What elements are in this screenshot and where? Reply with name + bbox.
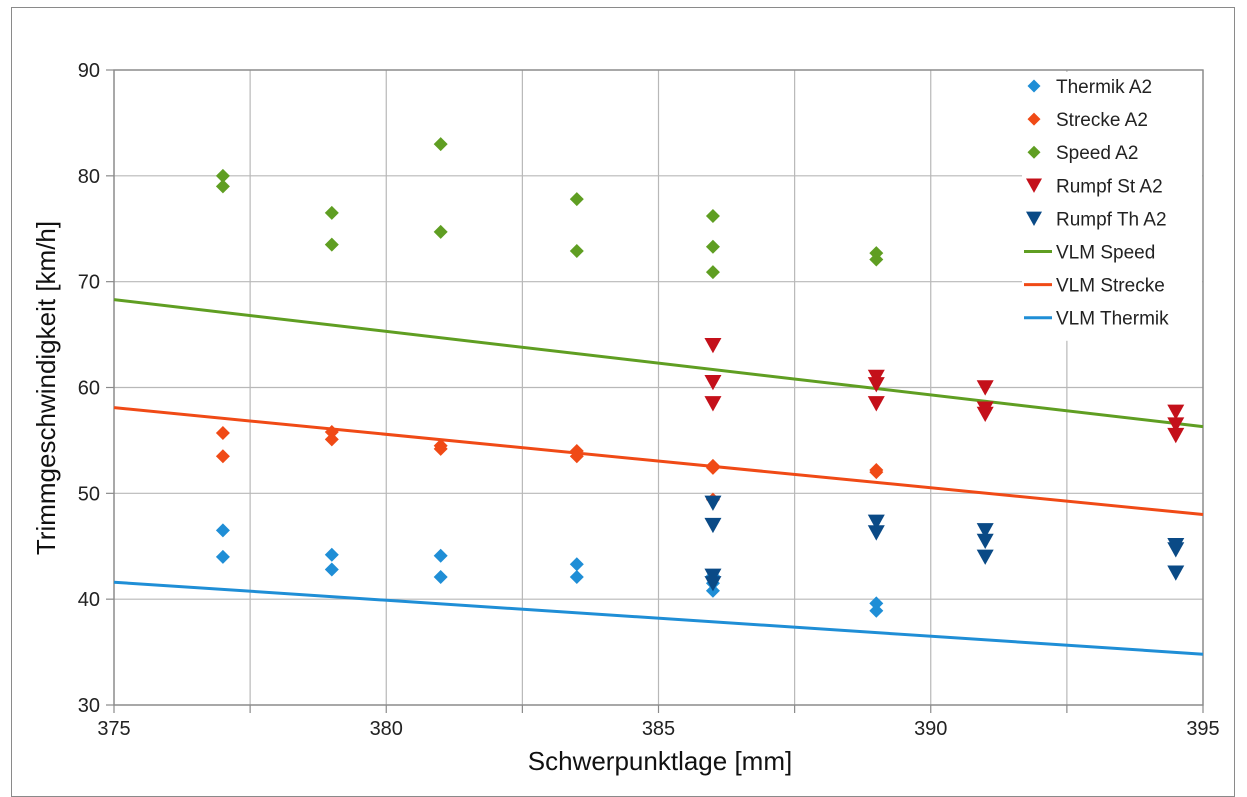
point-thermik-a2 [569,569,584,584]
point-rumpf-st-a2 [704,396,722,412]
point-rumpf-th-a2 [1167,565,1185,581]
point-strecke-a2 [433,441,448,456]
y-axis-title: Trimmgeschwindigkeit [km/h] [31,221,61,555]
point-rumpf-th-a2 [867,525,885,541]
y-tick-label: 50 [78,483,100,505]
legend-swatch-speed-a2 [1027,145,1041,159]
line-vlm-thermik [113,580,1204,656]
point-rumpf-st-a2 [704,337,722,354]
x-tick-label: 395 [1186,718,1219,740]
point-speed-a2 [705,239,720,254]
point-rumpf-st-a2 [867,396,885,412]
legend-swatch-rumpf-th-a2 [1026,211,1042,226]
legend-background [1022,72,1202,341]
point-speed-a2 [324,205,339,220]
point-rumpf-st-a2 [976,380,994,396]
x-tick-label: 380 [370,718,403,740]
point-rumpf-th-a2 [976,533,994,550]
point-rumpf-th-a2 [1167,542,1185,558]
legend-label-rumpf-st-a2: Rumpf St A2 [1056,176,1163,197]
point-strecke-a2 [215,426,230,441]
point-speed-a2 [433,224,448,239]
x-tick-labels: 375 380 385 390 395 [97,718,1219,740]
point-thermik-a2 [569,557,584,572]
plot-area-border [113,69,1204,706]
point-rumpf-st-a2 [976,406,994,423]
vlm-lines [113,298,1204,656]
point-rumpf-st-a2 [1167,427,1185,444]
point-thermik-a2 [324,562,339,577]
axes [106,69,1204,713]
point-rumpf-th-a2 [976,549,994,565]
y-tick-label: 40 [78,589,100,611]
point-speed-a2 [433,137,448,152]
x-tick-label: 375 [97,718,130,740]
point-speed-a2 [215,168,230,183]
legend-swatch-strecke-a2 [1027,112,1041,126]
point-speed-a2 [869,252,884,267]
point-strecke-a2 [869,465,884,480]
legend-swatch-rumpf-st-a2 [1026,178,1042,193]
legend-label-rumpf-th-a2: Rumpf Th A2 [1056,209,1167,230]
legend-label-strecke-a2: Strecke A2 [1056,110,1148,131]
point-strecke-a2 [324,424,339,439]
point-strecke-a2 [569,449,584,464]
point-thermik-a2 [869,596,884,611]
point-thermik-a2 [215,523,230,538]
point-rumpf-th-a2 [704,495,722,511]
y-tick-labels: 30 40 50 60 70 80 90 [78,60,100,717]
point-thermik-a2 [215,549,230,564]
point-thermik-a2 [433,548,448,563]
point-speed-a2 [705,209,720,224]
legend-label-vlm-speed: VLM Speed [1056,243,1155,264]
y-tick-label: 30 [78,695,100,717]
point-rumpf-th-a2 [867,514,885,530]
line-vlm-strecke [113,406,1204,516]
legend-swatch-thermik-a2 [1027,79,1041,93]
point-rumpf-th-a2 [976,523,994,539]
x-tick-label: 385 [642,718,675,740]
legend-label-speed-a2: Speed A2 [1056,143,1138,164]
point-speed-a2 [569,192,584,207]
point-rumpf-st-a2 [704,374,722,391]
legend: Thermik A2 Strecke A2 Speed A2 Rumpf St A2 R… [1022,72,1202,341]
x-tick-label: 390 [914,718,947,740]
point-thermik-a2 [433,569,448,584]
legend-label-vlm-thermik: VLM Thermik [1056,309,1169,330]
point-rumpf-th-a2 [704,517,722,534]
y-tick-label: 90 [78,60,100,82]
point-rumpf-st-a2 [1167,404,1185,420]
point-rumpf-st-a2 [1167,417,1185,433]
point-strecke-a2 [705,460,720,475]
y-tick-label: 80 [78,166,100,188]
data-points [215,137,1185,618]
legend-label-thermik-a2: Thermik A2 [1056,77,1152,98]
point-thermik-a2 [324,547,339,562]
point-speed-a2 [215,179,230,194]
x-axis-title: Schwerpunktlage [mm] [528,746,792,776]
line-vlm-speed [113,298,1204,429]
point-speed-a2 [705,265,720,280]
point-speed-a2 [569,243,584,258]
y-tick-label: 60 [78,378,100,400]
point-strecke-a2 [324,432,339,447]
legend-label-vlm-strecke: VLM Strecke [1056,276,1165,297]
point-speed-a2 [324,237,339,252]
y-tick-label: 70 [78,272,100,294]
point-strecke-a2 [215,449,230,464]
point-rumpf-th-a2 [704,576,722,592]
point-thermik-a2 [869,603,884,618]
point-rumpf-st-a2 [867,377,885,393]
